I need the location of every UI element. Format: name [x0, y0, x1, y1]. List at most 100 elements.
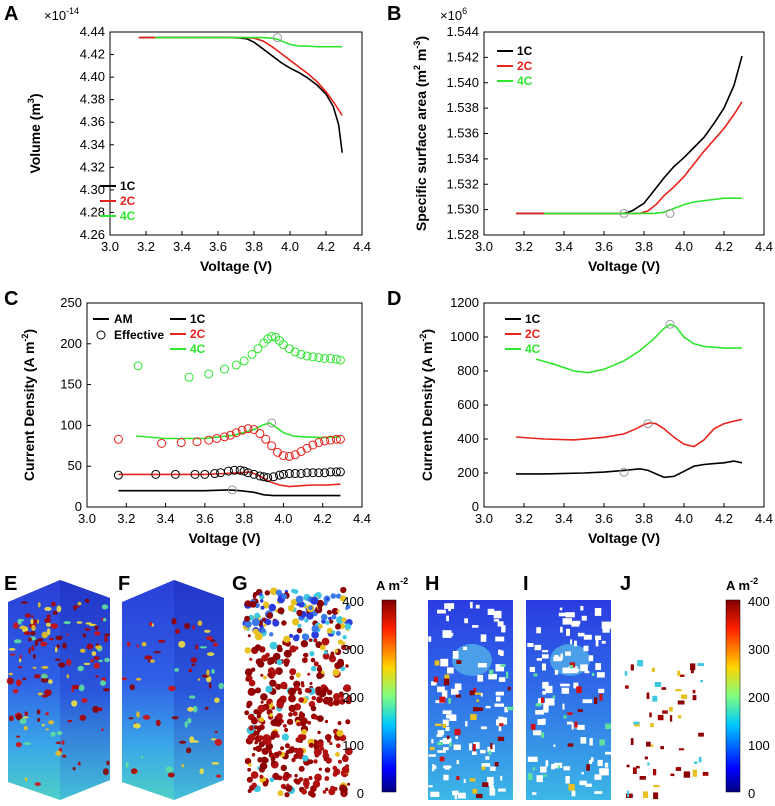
particle	[326, 627, 333, 634]
scatter-point-2c	[335, 434, 345, 444]
particle	[250, 667, 256, 672]
particle	[285, 743, 290, 749]
particle	[320, 613, 328, 621]
y-axis-label-sup: -2	[20, 334, 30, 342]
pore	[428, 636, 432, 642]
render-j-slice	[623, 600, 709, 800]
series-line-2c	[118, 471, 341, 488]
texture-blob	[90, 659, 94, 663]
scatter-point-4c	[320, 353, 330, 363]
texture-blob	[136, 644, 139, 648]
pore	[561, 687, 569, 694]
particle	[249, 657, 253, 661]
texture-blob	[86, 643, 94, 650]
pore	[558, 612, 567, 617]
legend-label-am: AM	[114, 312, 133, 326]
scatter-point-4c	[184, 372, 194, 382]
particle	[310, 705, 317, 712]
hot-cell	[434, 660, 440, 666]
marker-circle	[665, 208, 675, 218]
pore	[495, 664, 505, 672]
y-tick-label: 1200	[450, 295, 479, 310]
scatter-point-4c	[314, 353, 324, 363]
pore	[496, 696, 501, 702]
particle	[289, 633, 294, 638]
panel-label-d: D	[387, 288, 401, 310]
particle	[272, 772, 280, 781]
texture-blob	[13, 622, 19, 629]
texture-blob	[126, 641, 131, 647]
y-axis-label-sup: 3	[26, 98, 36, 103]
pore	[573, 682, 579, 689]
texture-blob	[13, 639, 22, 644]
texture-blob	[192, 740, 199, 743]
scatter-point-2c	[314, 438, 324, 448]
particle	[326, 689, 333, 696]
particle	[251, 782, 257, 788]
pore	[605, 751, 614, 755]
pore	[553, 744, 556, 747]
hot-cell	[497, 736, 505, 741]
colorbar-right: A m-2 400 300 200 100 0	[725, 576, 770, 801]
texture-blob	[56, 644, 60, 649]
texture-blob	[187, 717, 192, 724]
particle	[254, 644, 262, 651]
y-tick-label: 1.528	[446, 227, 479, 242]
particle	[280, 764, 287, 772]
hot-cell	[490, 743, 493, 750]
particle	[270, 756, 276, 762]
scatter-point-1c	[200, 469, 210, 479]
x-tick-label: 4.4	[353, 239, 371, 254]
pore	[480, 749, 486, 754]
pore	[480, 634, 487, 642]
hot-cell	[506, 706, 514, 711]
particle	[316, 672, 323, 680]
particle	[270, 719, 278, 726]
particle	[339, 784, 347, 793]
texture-blob	[77, 761, 81, 766]
particle	[288, 712, 293, 717]
pore	[473, 742, 480, 749]
pore	[553, 656, 562, 662]
chart-panel-d: 3.0 3.2 3.4 3.6 3.8 4.0 4.2 4.4 0 200 400 600 800 100…	[418, 295, 773, 546]
y-axis-label-main: Current Density (A m	[419, 342, 435, 482]
texture-blob	[101, 604, 109, 610]
particle	[338, 698, 346, 705]
particle	[260, 673, 264, 677]
texture-blob	[92, 705, 100, 713]
particle	[268, 751, 272, 755]
pore	[542, 681, 549, 689]
texture-blob	[192, 705, 198, 713]
render-e-3d-box	[6, 580, 111, 800]
texture-blob	[104, 633, 111, 637]
texture-blob	[16, 735, 20, 738]
texture-blob	[204, 706, 209, 710]
pore	[497, 621, 504, 627]
texture-blob	[153, 651, 161, 654]
series-line-1c	[516, 55, 743, 215]
pore	[447, 667, 454, 674]
pore	[469, 602, 473, 606]
hot-cell	[692, 769, 697, 777]
texture-blob	[44, 606, 52, 611]
particle	[310, 785, 317, 792]
particle	[252, 628, 259, 635]
particle	[256, 728, 262, 733]
particle	[316, 741, 324, 749]
y-tick-label: 400	[457, 431, 479, 446]
scatter-point-1c	[296, 469, 306, 479]
particle	[313, 759, 318, 764]
texture-blob	[37, 692, 43, 696]
pore	[554, 762, 563, 768]
particle	[335, 593, 342, 599]
particle	[276, 734, 280, 738]
hot-cell	[653, 769, 657, 776]
particle	[262, 734, 271, 742]
hot-cell	[599, 739, 605, 746]
y-tick-label: 4.40	[80, 69, 105, 84]
panel-label-c: C	[4, 288, 18, 310]
y-tick-label: 600	[457, 397, 479, 412]
pore	[532, 792, 537, 795]
pore	[431, 739, 434, 744]
x-tick-label: 4.0	[675, 239, 693, 254]
